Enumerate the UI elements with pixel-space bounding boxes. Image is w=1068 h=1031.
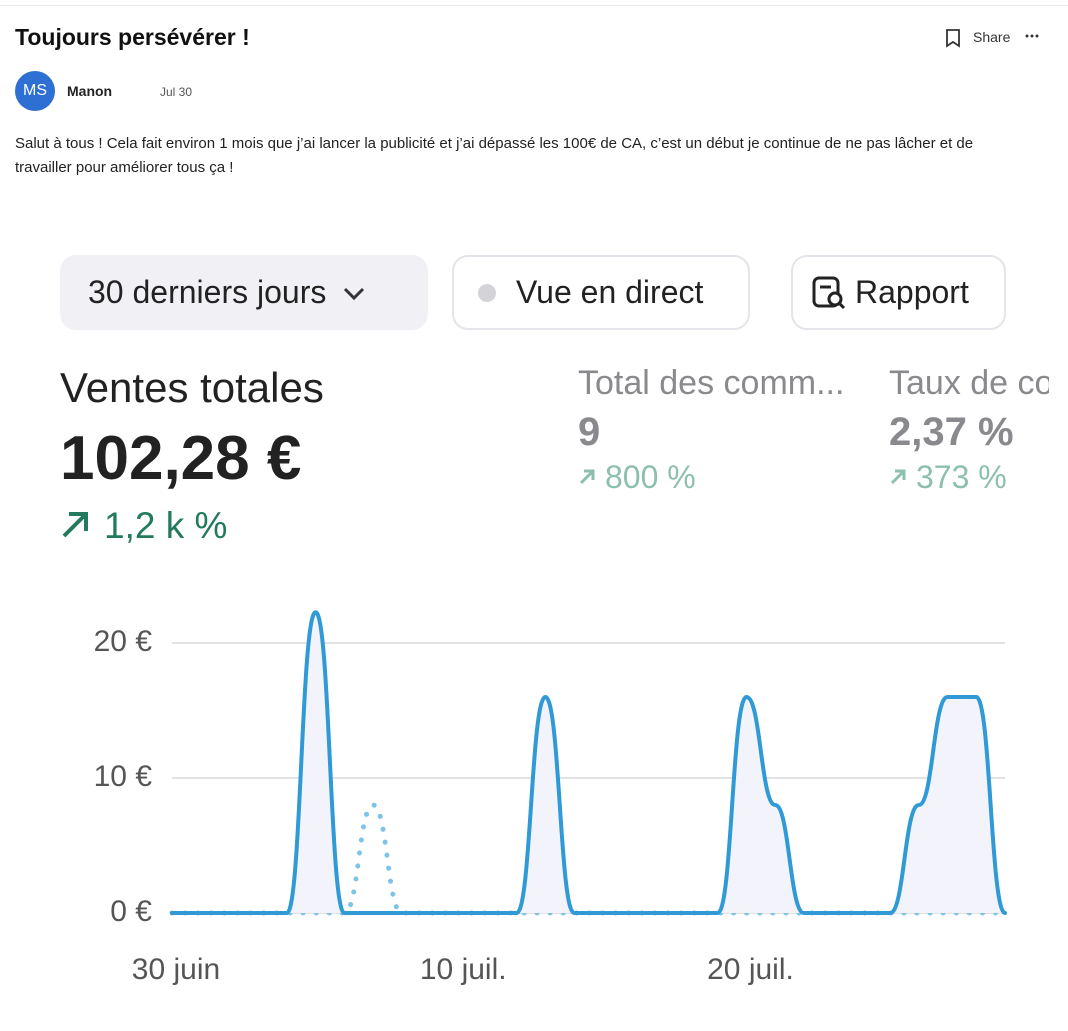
- x-tick-label: 20 juil.: [707, 953, 794, 986]
- up-arrow: [579, 469, 595, 485]
- report-icon: [812, 276, 846, 309]
- post-title: Toujours persévérer !: [15, 24, 250, 50]
- live-label: Vue en direct: [516, 274, 704, 310]
- metric-change: 1,2 k %: [104, 505, 228, 546]
- metric-value: 2,37 %: [889, 410, 1014, 454]
- y-tick-label: 0 €: [110, 895, 152, 928]
- report-label: Rapport: [855, 274, 969, 310]
- x-tick-label: 10 juil.: [420, 953, 507, 986]
- share-button[interactable]: Share: [973, 29, 1011, 45]
- metric-change: 800 %: [605, 459, 696, 495]
- post-date: Jul 30: [160, 85, 193, 99]
- chart: 0 € 10 € 20 € 30 juin 10 juil. 20 juil.: [94, 610, 1008, 986]
- top-border: [0, 5, 1068, 6]
- bookmark-icon[interactable]: [944, 28, 962, 48]
- line: [170, 610, 1007, 915]
- metric-label: Ventes totales: [60, 364, 324, 411]
- metric-label: Total des comm...: [578, 364, 845, 402]
- metric-value: 102,28 €: [60, 424, 302, 493]
- live-button[interactable]: Vue en direct: [452, 255, 750, 330]
- x-tick-label: 30 juin: [132, 953, 220, 986]
- report-button[interactable]: Rapport: [791, 255, 1006, 330]
- y-tick-label: 20 €: [94, 625, 153, 658]
- chevron: [344, 287, 365, 300]
- y-tick-label: 10 €: [94, 760, 153, 793]
- metric-value: 9: [578, 410, 601, 454]
- up-arrow: [890, 469, 906, 485]
- period-select[interactable]: 30 derniers jours: [60, 255, 428, 330]
- up-arrow: [62, 512, 88, 538]
- post-body: Salut à tous ! Cela fait environ 1 mois …: [15, 135, 974, 176]
- metric-change: 373 %: [916, 459, 1007, 495]
- metric-label: Taux de co: [889, 364, 1049, 402]
- author-name[interactable]: Manon: [67, 83, 113, 99]
- area: [172, 612, 1005, 913]
- period-label: 30 derniers jours: [88, 274, 327, 310]
- avatar[interactable]: MS: [15, 71, 55, 111]
- more-icon[interactable]: [1025, 33, 1041, 39]
- live-dot: [478, 283, 496, 302]
